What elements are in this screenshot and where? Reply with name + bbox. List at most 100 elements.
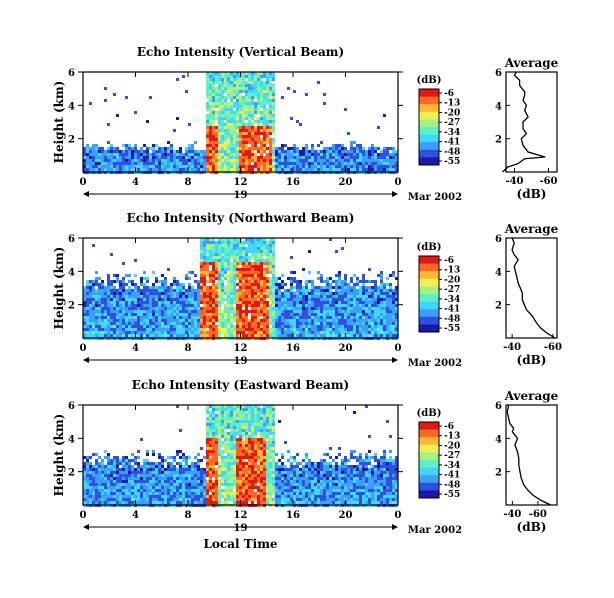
heatmap-cell: [98, 307, 101, 310]
heatmap-cell: [110, 162, 113, 165]
heatmap-cell: [356, 325, 359, 328]
heatmap-cell: [173, 483, 176, 486]
heatmap-cell: [104, 480, 107, 483]
heatmap-cell: [206, 150, 209, 153]
heatmap-cell: [242, 325, 245, 328]
heatmap-cell: [98, 310, 101, 313]
heatmap-cell: [251, 150, 254, 153]
heatmap-cell: [209, 453, 212, 456]
heatmap-cell: [182, 483, 185, 486]
heatmap-cell: [212, 108, 215, 111]
heatmap-cell: [260, 81, 263, 84]
heatmap-cell: [335, 292, 338, 295]
heatmap-cell: [107, 162, 110, 165]
heatmap-cell: [122, 486, 125, 489]
heatmap-cell: [158, 313, 161, 316]
heatmap-cell: [95, 150, 98, 153]
heatmap-cell: [203, 150, 206, 153]
heatmap-cell: [326, 286, 329, 289]
heatmap-cell: [263, 295, 266, 298]
heatmap-cell: [116, 147, 119, 150]
heatmap-cell: [344, 286, 347, 289]
heatmap-cell: [287, 334, 290, 337]
heatmap-cell: [200, 256, 203, 259]
heatmap-cell: [200, 238, 203, 241]
heatmap-cell: [113, 495, 116, 498]
heatmap-cell: [287, 298, 290, 301]
heatmap-cell: [140, 474, 143, 477]
heatmap-cell: [197, 453, 200, 456]
heatmap-cell: [92, 156, 95, 159]
heatmap-cell: [329, 238, 332, 241]
heatmap-cell: [278, 289, 281, 292]
heatmap-cell: [221, 313, 224, 316]
heatmap-cell: [242, 81, 245, 84]
heatmap-cell: [89, 322, 92, 325]
heatmap-cell: [368, 159, 371, 162]
heatmap-cell: [290, 319, 293, 322]
heatmap-cell: [251, 256, 254, 259]
heatmap-cell: [365, 165, 368, 168]
heatmap-cell: [341, 319, 344, 322]
heatmap-cell: [230, 250, 233, 253]
heatmap-cell: [377, 307, 380, 310]
heatmap-cell: [245, 289, 248, 292]
heatmap-cell: [227, 292, 230, 295]
heatmap-cell: [272, 283, 275, 286]
heatmap-cell: [113, 480, 116, 483]
heatmap-cell: [182, 495, 185, 498]
heatmap-cell: [131, 313, 134, 316]
heatmap-cell: [380, 271, 383, 274]
heatmap-cell: [377, 301, 380, 304]
heatmap-cell: [95, 298, 98, 301]
heatmap-cell: [275, 328, 278, 331]
heatmap-cell: [188, 292, 191, 295]
heatmap-cell: [218, 238, 221, 241]
heatmap-cell: [113, 501, 116, 504]
heatmap-cell: [257, 328, 260, 331]
heatmap-cell: [383, 283, 386, 286]
heatmap-cell: [359, 316, 362, 319]
heatmap-cell: [386, 277, 389, 280]
heatmap-cell: [368, 328, 371, 331]
heatmap-cell: [236, 144, 239, 147]
heatmap-cell: [203, 238, 206, 241]
heatmap-cell: [362, 153, 365, 156]
heatmap-cell: [167, 483, 170, 486]
heatmap-cell: [311, 307, 314, 310]
heatmap-cell: [380, 159, 383, 162]
heatmap-cell: [218, 156, 221, 159]
heatmap-cell: [212, 256, 215, 259]
heatmap-cell: [305, 295, 308, 298]
average-x-tick-label: -40: [503, 342, 521, 353]
heatmap-cell: [227, 328, 230, 331]
heatmap-cell: [293, 325, 296, 328]
heatmap-cell: [158, 453, 161, 456]
heatmap-cell: [164, 292, 167, 295]
heatmap-cell: [107, 501, 110, 504]
heatmap-cell: [236, 298, 239, 301]
heatmap-cell: [293, 153, 296, 156]
heatmap-cell: [110, 168, 113, 171]
heatmap-cell: [116, 168, 119, 171]
heatmap-cell: [101, 477, 104, 480]
heatmap-cell: [227, 123, 230, 126]
heatmap-cell: [245, 286, 248, 289]
heatmap-cell: [332, 153, 335, 156]
heatmap-cell: [152, 286, 155, 289]
heatmap-cell: [143, 501, 146, 504]
heatmap-cell: [332, 165, 335, 168]
heatmap-cell: [221, 483, 224, 486]
heatmap-cell: [395, 150, 398, 153]
heatmap-cell: [86, 456, 89, 459]
heatmap-cell: [221, 144, 224, 147]
heatmap-cell: [191, 147, 194, 150]
heatmap-cell: [257, 331, 260, 334]
heatmap-cell: [221, 328, 224, 331]
heatmap-cell: [368, 289, 371, 292]
heatmap-cell: [257, 241, 260, 244]
heatmap-cell: [149, 286, 152, 289]
heatmap-cell: [167, 147, 170, 150]
heatmap-cell: [179, 147, 182, 150]
heatmap-cell: [170, 156, 173, 159]
